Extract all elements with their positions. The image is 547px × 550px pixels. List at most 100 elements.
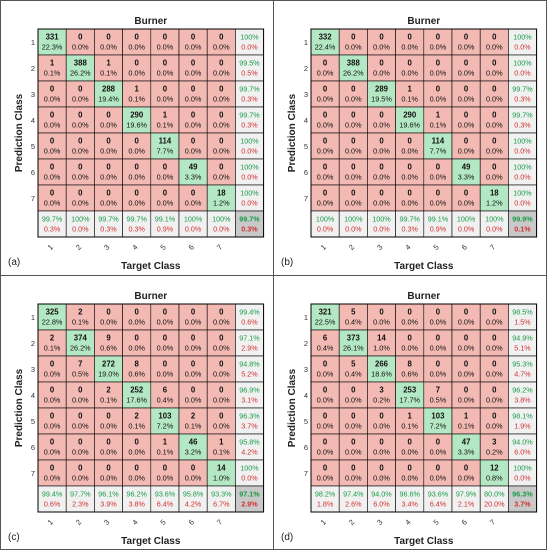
cell-count: 0	[191, 59, 196, 68]
cell-percent: 0.0%	[317, 69, 334, 78]
row-summary-correct: 100%	[240, 137, 259, 146]
y-tick-label: 6	[31, 443, 35, 452]
col-summary-cell	[479, 210, 509, 238]
cell-count: 0	[106, 137, 111, 146]
chart-title: Burner	[407, 291, 440, 302]
matrix-cell	[310, 28, 340, 56]
matrix-cell	[122, 80, 152, 108]
col-summary-error: 0.0%	[345, 225, 362, 234]
col-summary-correct: 99.1%	[428, 215, 449, 224]
cell-count: 47	[462, 438, 471, 447]
confusion-matrix-panel-1: Burner33122.3%00.0%00.0%00.0%00.0%00.0%0…	[8, 16, 265, 272]
cell-count: 1	[464, 412, 469, 421]
cell-count: 0	[323, 386, 328, 395]
matrix-cell	[206, 303, 236, 331]
cell-count: 0	[50, 464, 55, 473]
cell-percent: 0.0%	[44, 448, 61, 457]
x-tick-label: 5	[158, 243, 167, 252]
cell-count: 0	[379, 137, 384, 146]
cell-count: 0	[492, 308, 497, 317]
cell-count: 0	[191, 189, 196, 198]
row-summary-error: 3.7%	[241, 422, 258, 431]
col-summary-error: 3.4%	[402, 500, 419, 509]
cell-count: 0	[78, 412, 83, 421]
cell-percent: 0.0%	[72, 396, 89, 405]
cell-percent: 0.1%	[157, 121, 174, 130]
row-summary-correct: 100%	[513, 163, 532, 172]
matrix-cell	[451, 80, 481, 108]
row-summary-correct: 98.1%	[512, 412, 533, 421]
col-summary-correct: 96.1%	[98, 490, 119, 499]
matrix-cell	[338, 459, 368, 487]
cell-count: 0	[408, 59, 413, 68]
col-summary-error: 0.0%	[317, 225, 334, 234]
cell-count: 0	[135, 163, 140, 172]
y-tick-label: 6	[31, 168, 35, 177]
overall-accuracy-cell	[508, 485, 537, 513]
matrix-cell	[150, 54, 180, 82]
cell-count: 8	[135, 360, 140, 369]
cell-percent: 0.0%	[317, 173, 334, 182]
cell-count: 388	[347, 59, 361, 68]
cell-count: 0	[50, 137, 55, 146]
matrix-cell	[395, 132, 425, 160]
confusion-matrix-panel-3: Burner32522.8%20.1%00.0%00.0%00.0%00.0%0…	[8, 291, 265, 547]
cell-percent: 0.0%	[185, 396, 202, 405]
matrix-cell	[94, 459, 123, 487]
matrix-cell	[122, 381, 152, 409]
matrix-cell	[451, 106, 481, 134]
matrix-cell	[310, 433, 340, 461]
cell-percent: 0.2%	[373, 396, 390, 405]
cell-count: 0	[78, 189, 83, 198]
cell-count: 290	[403, 111, 417, 120]
cell-count: 0	[464, 308, 469, 317]
matrix-cell	[423, 329, 453, 357]
row-summary-cell	[508, 132, 537, 160]
col-summary-correct: 80.0%	[484, 490, 505, 499]
cell-percent: 0.0%	[345, 422, 362, 431]
row-summary-error: 0.3%	[241, 95, 258, 104]
x-tick-label: 6	[460, 243, 469, 252]
row-summary-error: 2.9%	[241, 344, 258, 353]
cell-percent: 0.0%	[128, 173, 145, 182]
cell-percent: 26.2%	[70, 344, 91, 353]
x-tick-label: 2	[74, 518, 83, 527]
cell-count: 7	[78, 360, 82, 369]
cell-count: 0	[50, 189, 55, 198]
cell-count: 103	[158, 412, 172, 421]
cell-percent: 0.0%	[486, 173, 503, 182]
col-summary-cell	[206, 210, 236, 238]
cell-percent: 3.3%	[458, 448, 475, 457]
cell-percent: 17.7%	[399, 396, 420, 405]
row-summary-error: 0.0%	[514, 474, 531, 483]
cell-count: 0	[351, 33, 356, 42]
matrix-border	[310, 303, 538, 513]
cell-count: 0	[163, 360, 168, 369]
cell-count: 0	[219, 386, 224, 395]
cell-percent: 0.0%	[345, 147, 362, 156]
overall-accuracy-cell	[235, 485, 264, 513]
col-summary-cell	[395, 485, 425, 513]
matrix-cell	[423, 184, 453, 212]
matrix-cell	[451, 407, 481, 435]
matrix-cell	[65, 184, 95, 212]
row-summary-correct: 99.7%	[512, 85, 533, 94]
col-summary-correct: 93.3%	[211, 490, 232, 499]
cell-percent: 0.0%	[486, 43, 503, 52]
cell-percent: 0.0%	[430, 173, 447, 182]
cell-percent: 0.0%	[213, 396, 230, 405]
matrix-cell	[65, 80, 95, 108]
row-summary-error: 0.0%	[514, 199, 531, 208]
col-summary-correct: 99.7%	[98, 215, 119, 224]
cell-count: 0	[379, 33, 384, 42]
cell-count: 0	[492, 137, 497, 146]
cell-percent: 0.0%	[72, 448, 89, 457]
cell-percent: 0.0%	[213, 422, 230, 431]
y-tick-label: 6	[304, 168, 308, 177]
col-summary-error: 0.6%	[44, 500, 61, 509]
matrix-cell	[367, 158, 396, 186]
cell-percent: 0.1%	[430, 121, 447, 130]
chart-title: Burner	[134, 291, 167, 302]
col-summary-error: 2.1%	[458, 500, 475, 509]
matrix-cell	[37, 355, 67, 383]
